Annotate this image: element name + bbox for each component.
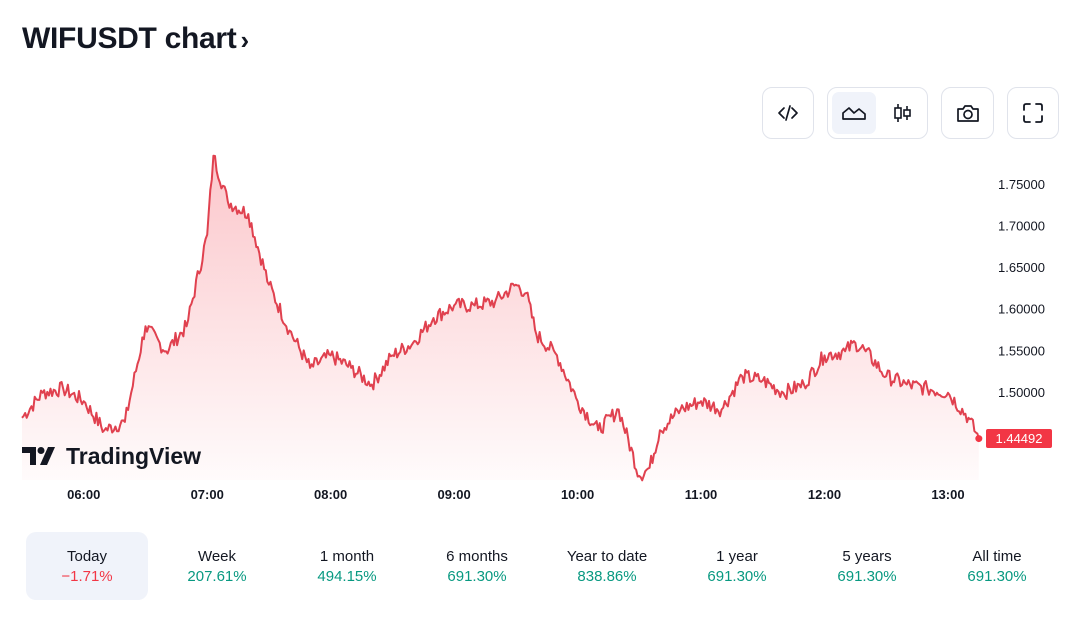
period-tab-today[interactable]: Today −1.71% — [26, 532, 148, 600]
x-tick-label: 12:00 — [808, 487, 841, 502]
x-tick-label: 08:00 — [314, 487, 347, 502]
period-selector: Today −1.71% Week 207.61% 1 month 494.15% 6 mo… — [22, 532, 1062, 600]
candles-chart-button[interactable] — [880, 92, 924, 134]
title-text: WIFUSDT chart — [22, 22, 237, 55]
y-tick-label: 1.50000 — [998, 385, 1045, 400]
x-tick-label: 09:00 — [437, 487, 470, 502]
x-tick-label: 06:00 — [67, 487, 100, 502]
period-label: Week — [197, 547, 237, 565]
period-label: 6 months — [446, 547, 508, 565]
fullscreen-button[interactable] — [1007, 87, 1059, 139]
tradingview-logo-text: TradingView — [66, 443, 202, 469]
last-price-dot — [975, 435, 983, 443]
area-chart-icon — [841, 107, 866, 120]
period-change: 691.30% — [837, 567, 897, 585]
period-tab-1-year[interactable]: 1 year 691.30% — [677, 532, 797, 600]
x-tick-label: 11:00 — [685, 487, 718, 502]
period-tab-year-to-date[interactable]: Year to date 838.86% — [547, 532, 667, 600]
camera-icon — [956, 105, 979, 122]
period-label: 5 years — [842, 547, 892, 565]
period-change: −1.71% — [61, 567, 113, 585]
tradingview-logo[interactable]: TradingView — [22, 443, 201, 470]
chevron-right-icon: › — [240, 24, 249, 55]
period-tab-all-time[interactable]: All time 691.30% — [937, 532, 1057, 600]
chart-style-group — [827, 87, 928, 139]
x-tick-label: 10:00 — [561, 487, 594, 502]
y-tick-label: 1.60000 — [998, 302, 1045, 317]
period-label: 1 month — [319, 547, 375, 565]
page-title[interactable]: WIFUSDT chart › — [22, 22, 249, 56]
y-tick-label: 1.65000 — [998, 260, 1045, 275]
area-chart-button[interactable] — [831, 92, 876, 134]
period-label: Year to date — [566, 547, 648, 565]
period-label: Today — [66, 547, 108, 565]
y-tick-label: 1.55000 — [998, 343, 1045, 358]
period-change: 691.30% — [967, 567, 1027, 585]
price-chart[interactable]: 1.75000 1.70000 1.65000 1.60000 1.55000 1.500… — [0, 150, 1080, 520]
candles-icon — [893, 104, 911, 122]
period-change: 207.61% — [187, 567, 247, 585]
period-label: All time — [972, 547, 1022, 565]
price-line — [21, 154, 980, 482]
x-tick-label: 13:00 — [931, 487, 964, 502]
period-change: 691.30% — [707, 567, 767, 585]
embed-button[interactable] — [762, 87, 814, 139]
y-tick-label: 1.75000 — [998, 177, 1045, 192]
period-change: 494.15% — [317, 567, 377, 585]
code-icon — [778, 105, 798, 121]
x-tick-label: 07:00 — [191, 487, 224, 502]
price-area — [22, 155, 979, 481]
period-tab-week[interactable]: Week 207.61% — [157, 532, 277, 600]
period-tab-1-month[interactable]: 1 month 494.15% — [287, 532, 407, 600]
period-tab-6-months[interactable]: 6 months 691.30% — [417, 532, 537, 600]
y-tick-label: 1.70000 — [998, 219, 1045, 234]
period-change: 691.30% — [447, 567, 507, 585]
snapshot-button[interactable] — [941, 87, 994, 139]
period-tab-5-years[interactable]: 5 years 691.30% — [807, 532, 927, 600]
period-change: 838.86% — [577, 567, 637, 585]
fullscreen-icon — [1023, 103, 1043, 123]
current-price-badge: 1.44492 — [986, 429, 1052, 448]
tradingview-logo-icon — [22, 446, 55, 465]
period-label: 1 year — [716, 547, 758, 565]
